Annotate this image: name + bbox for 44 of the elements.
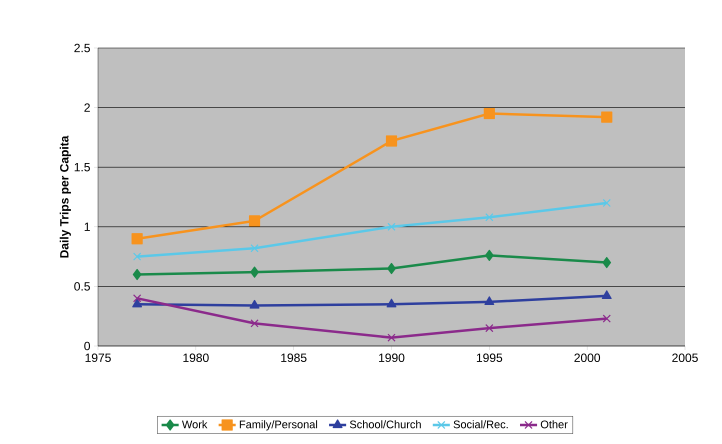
point — [485, 213, 494, 222]
point — [250, 244, 259, 252]
y-tick-label: 2 — [84, 103, 90, 112]
point — [132, 268, 142, 280]
point — [387, 222, 396, 231]
y-tick-label: 0 — [84, 342, 90, 350]
point — [387, 262, 396, 274]
y-axis-title: Daily Trips per Capita — [60, 136, 71, 258]
point — [386, 135, 398, 147]
point — [132, 233, 143, 244]
point — [601, 112, 612, 123]
point — [485, 324, 494, 332]
point — [248, 215, 260, 226]
legend-label: Work — [182, 420, 208, 428]
point — [250, 319, 259, 328]
point — [133, 252, 142, 261]
point — [484, 250, 494, 262]
legend-label: Other — [540, 420, 568, 428]
point — [602, 314, 611, 323]
legend-label: School/Church — [350, 420, 421, 428]
x-tick-label: 1985 — [281, 354, 307, 362]
point — [484, 296, 494, 305]
point — [602, 256, 612, 268]
x-tick-label: 2000 — [574, 354, 600, 362]
point — [133, 294, 142, 302]
point — [250, 300, 260, 309]
point — [602, 290, 612, 300]
point — [386, 298, 396, 308]
legend-label: Social/Rec. — [454, 420, 508, 428]
y-tick-label: 2.5 — [74, 44, 90, 52]
x-tick-label: 1975 — [86, 354, 111, 362]
point — [132, 298, 142, 308]
x-tick-label: 1995 — [476, 354, 502, 362]
x-tick-label: 1990 — [379, 354, 404, 362]
point — [250, 266, 259, 278]
point — [484, 108, 495, 120]
x-tick-label: 2005 — [672, 354, 698, 362]
y-tick-label: 0.5 — [74, 282, 90, 291]
point — [602, 198, 611, 208]
y-tick-label: 1.5 — [74, 163, 90, 172]
y-tick-label: 1 — [84, 222, 90, 231]
point — [387, 334, 396, 342]
x-tick-label: 1980 — [183, 354, 209, 362]
legend-label: Family/Personal — [240, 420, 318, 430]
